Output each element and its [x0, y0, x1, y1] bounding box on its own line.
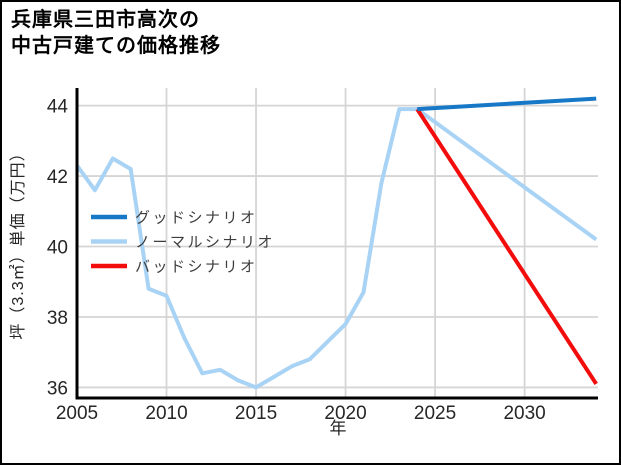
series-line-bad-scenario [415, 108, 598, 385]
y-tick-label: 42 [47, 167, 68, 188]
chart-title: 兵庫県三田市高次の 中古戸建ての価格推移 [11, 7, 221, 59]
legend-label-good-scenario: グッドシナリオ [135, 210, 258, 227]
x-axis-label: 年 [330, 419, 347, 438]
legend-item-normal-scenario: ノーマルシナリオ [91, 234, 275, 251]
x-tick-label: 2005 [56, 403, 98, 424]
y-tick-label: 36 [47, 378, 68, 399]
x-tick-label: 2025 [414, 403, 456, 424]
legend-label-bad-scenario: バッドシナリオ [135, 259, 258, 276]
x-tick-label: 2020 [324, 403, 366, 424]
series-line-good-scenario [417, 96, 597, 112]
y-tick-label: 40 [47, 238, 68, 259]
axis-layer [75, 88, 598, 400]
x-tick-label: 2030 [503, 403, 545, 424]
x-tick-label: 2015 [235, 403, 277, 424]
chart-title-line1: 兵庫県三田市高次の [11, 9, 200, 31]
legend-label-normal-scenario: ノーマルシナリオ [135, 234, 275, 251]
tick-label-layer: 2005 2010 2015 2020 2025 2030 36 38 40 42 44 [47, 97, 546, 424]
y-axis-label: 坪（3.3㎡）単価（万円） [9, 144, 27, 339]
y-tick-label: 44 [47, 97, 69, 118]
chart-title-line2: 中古戸建ての価格推移 [11, 35, 221, 57]
y-tick-label: 38 [47, 308, 68, 329]
legend-item-bad-scenario: バッドシナリオ [91, 259, 258, 276]
x-tick-label: 2010 [145, 403, 187, 424]
series-line-normal-scenario [75, 107, 598, 390]
series-layer [75, 96, 598, 390]
legend-item-good-scenario: グッドシナリオ [91, 210, 258, 227]
